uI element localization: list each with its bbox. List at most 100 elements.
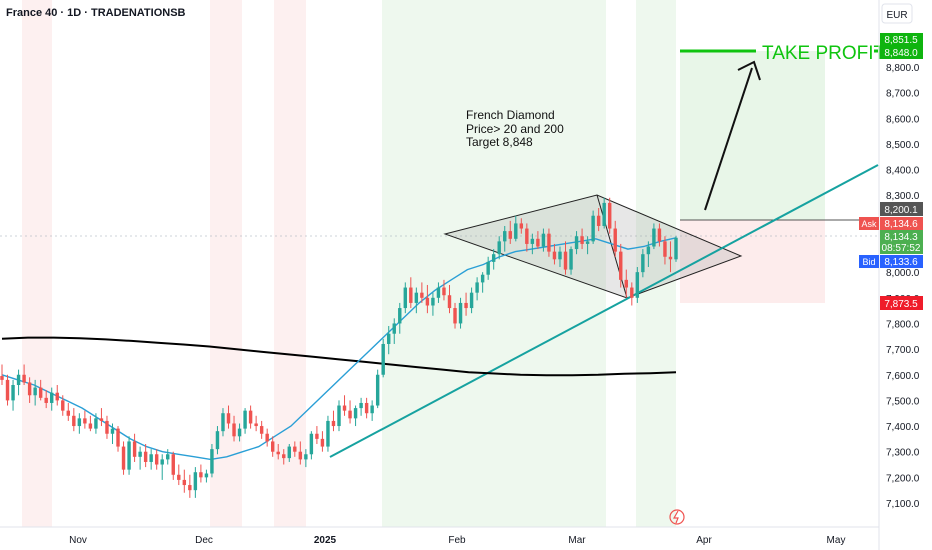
candle-body [574, 236, 579, 250]
entry-tag: 8,200.1 [884, 205, 918, 216]
price-tick-label: 8,400.0 [886, 166, 920, 177]
candle-body [359, 402, 363, 409]
candle-body [607, 202, 612, 229]
candle-body [276, 451, 280, 455]
candle-body [558, 251, 562, 260]
candle-body [83, 418, 87, 424]
candle-body [519, 223, 524, 229]
entry-tag-bg [880, 202, 923, 216]
stop-tag-bg [880, 296, 923, 310]
candle-body [270, 441, 275, 452]
candle-body [541, 233, 546, 247]
time-tick-label: Mar [568, 535, 586, 546]
candle-body [431, 297, 435, 306]
price-tags: 8,851.5 8,848.0 8,200.1 Ask 8,134.6 8,13… [859, 33, 923, 310]
note-line-2: Price> 20 and 200 [466, 122, 564, 136]
candle-body [425, 297, 430, 306]
candle-body [635, 272, 640, 298]
candle-body [154, 454, 159, 465]
price-tick-label: 7,400.0 [886, 422, 920, 433]
candle-body [674, 237, 678, 260]
candle-body [596, 215, 601, 226]
price-tick-label: 7,600.0 [886, 371, 920, 382]
candle-body [348, 410, 352, 419]
candles [0, 197, 678, 498]
candle-body [232, 423, 236, 437]
candle-body [641, 254, 645, 273]
time-tick-label: 2025 [314, 535, 337, 546]
candle-body [116, 428, 120, 447]
candle-body [480, 274, 485, 283]
candle-body [38, 387, 43, 398]
diamond-pattern[interactable] [443, 194, 743, 299]
trend-line[interactable] [329, 164, 879, 458]
candle-body [646, 246, 651, 255]
note-line-3: Target 8,848 [466, 135, 533, 149]
ask-tag-bg [880, 217, 923, 230]
price-tick-label: 7,200.0 [886, 473, 920, 484]
candle-body [16, 374, 21, 386]
loss-zone[interactable] [680, 220, 825, 303]
sma-20-line [1, 237, 677, 461]
candle-body [282, 454, 286, 459]
candle-body [447, 295, 452, 309]
profit-zone[interactable] [680, 51, 825, 220]
candle-body [149, 454, 153, 462]
lightning-icon[interactable] [669, 509, 685, 525]
stop-tag: 7,873.5 [884, 299, 918, 310]
candle-body [331, 420, 336, 427]
candle-body [226, 413, 231, 424]
chart-title: France 40 · 1D · TRADENATIONSB [6, 7, 186, 19]
currency-box[interactable] [881, 3, 913, 24]
candle-body [436, 287, 441, 298]
candle-body [453, 308, 457, 324]
candle-body [375, 374, 380, 406]
candle-body [105, 420, 109, 434]
sma-200-line [1, 336, 677, 377]
candle-body [171, 454, 175, 475]
currency-label: EUR [886, 10, 907, 21]
candle-body [22, 374, 26, 383]
candle-body [613, 228, 617, 252]
candle-body [127, 441, 131, 470]
take-profit-label: TAKE PROFIT [762, 43, 886, 64]
candle-body [392, 323, 396, 334]
candle-body [99, 418, 104, 421]
ask-tag: 8,134.6 [884, 219, 918, 230]
candle-body [668, 256, 673, 260]
candle-body [414, 292, 419, 303]
price-tick-label: 8,000.0 [886, 268, 920, 279]
band-red-3 [274, 0, 306, 527]
time-axis[interactable]: Nov Dec 2025 Feb Mar Apr May [0, 526, 879, 546]
candle-body [569, 249, 573, 270]
tp-high-tag-bg [880, 33, 923, 46]
candle-body [259, 426, 264, 434]
tp-tag-bg [880, 46, 923, 59]
candle-body [248, 410, 253, 424]
candle-body [166, 454, 170, 460]
candle-body [591, 215, 595, 242]
candle-body [409, 287, 413, 303]
price-tick-label: 7,300.0 [886, 448, 920, 459]
price-axis[interactable]: EUR 7,100.0 7,200.0 7,300.0 7,400.0 7,500.0 7… [878, 0, 920, 550]
candle-body [514, 223, 518, 239]
candle-body [143, 451, 148, 462]
candle-body [403, 287, 408, 309]
candle-body [243, 410, 247, 429]
candle-body [315, 433, 319, 439]
candle-body [326, 420, 330, 447]
candle-body [503, 231, 507, 242]
target-arrow[interactable] [704, 67, 753, 211]
price-tick-label: 7,100.0 [886, 499, 920, 510]
candle-body [199, 472, 203, 478]
candle-body [0, 376, 4, 380]
candle-body [132, 441, 137, 457]
candle-body [491, 254, 496, 262]
candle-body [547, 233, 551, 252]
candle-body [309, 433, 314, 455]
candle-body [525, 228, 529, 244]
candle-body [387, 333, 391, 344]
candle-body [293, 446, 297, 452]
bid-label-bg [859, 255, 879, 268]
